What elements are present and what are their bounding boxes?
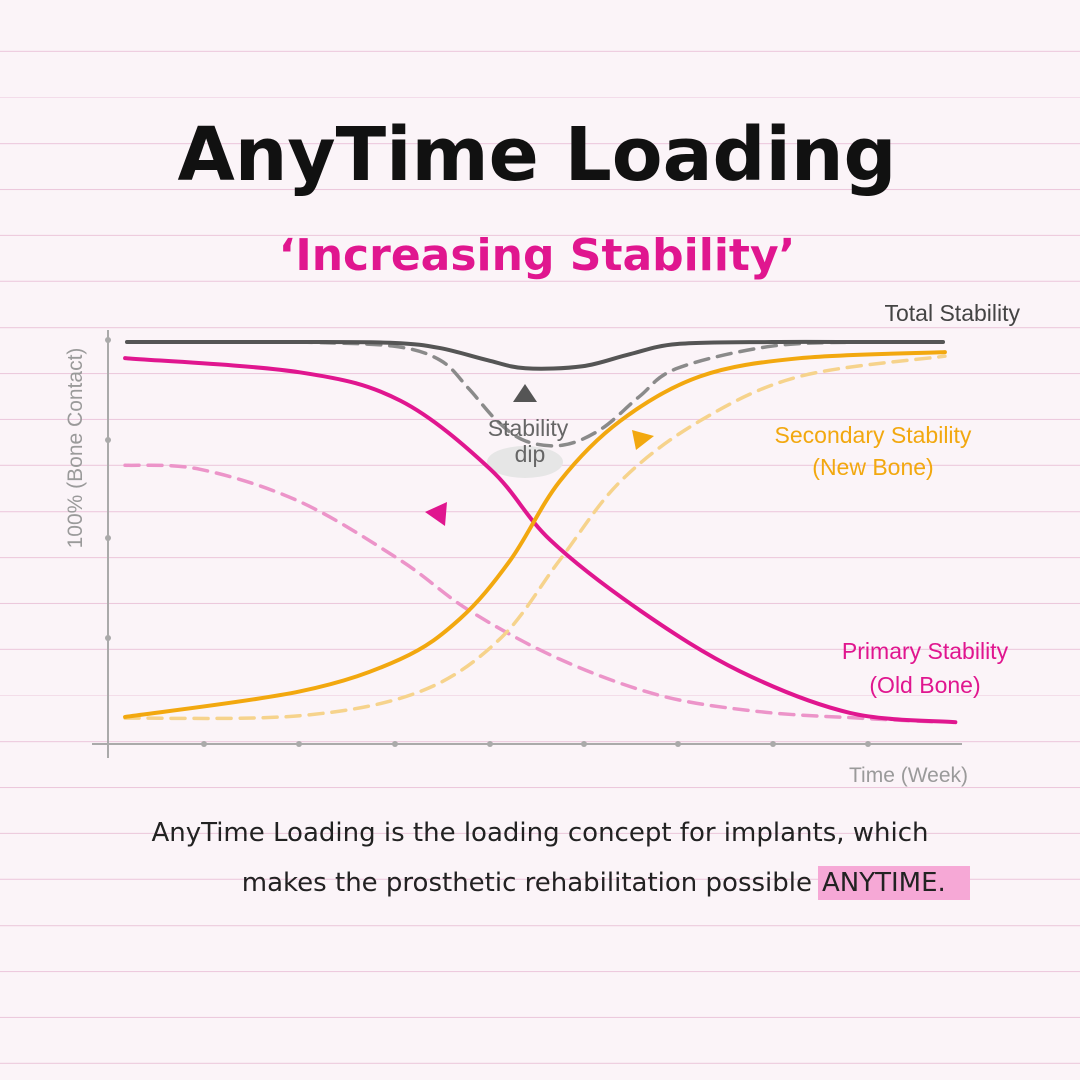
dashed-line (296, 340, 869, 448)
caption: AnyTime Loading is the loading concept f… (151, 818, 928, 848)
axis-dots (105, 337, 871, 747)
arrow (632, 430, 654, 450)
dashed-line (123, 463, 942, 724)
dashed-line (123, 354, 947, 721)
highlight (818, 866, 970, 900)
annotation: dip (515, 441, 546, 467)
y-axis-label: 100% (Bone Contact) (64, 348, 87, 549)
series-label: Secondary Stability (775, 422, 972, 448)
arrow (513, 384, 537, 402)
line (124, 339, 946, 371)
chart-title: AnyTime Loading (177, 112, 896, 198)
series-label: Primary Stability (842, 638, 1009, 664)
line (123, 356, 958, 725)
series-note: (Old Bone) (869, 672, 980, 698)
series-label: Total Stability (884, 300, 1020, 326)
caption: makes the prosthetic rehabilitation poss… (242, 868, 812, 898)
chart-subtitle: ‘Increasing Stability’ (279, 230, 796, 281)
line (123, 350, 947, 719)
annotation: Stability (488, 415, 569, 441)
arrow (425, 502, 447, 526)
curves (123, 339, 958, 725)
caption-highlight: ANYTIME. (822, 868, 946, 898)
x-axis-label: Time (Week) (849, 764, 968, 787)
dip-highlight (487, 446, 563, 478)
series-note: (New Bone) (812, 454, 933, 480)
